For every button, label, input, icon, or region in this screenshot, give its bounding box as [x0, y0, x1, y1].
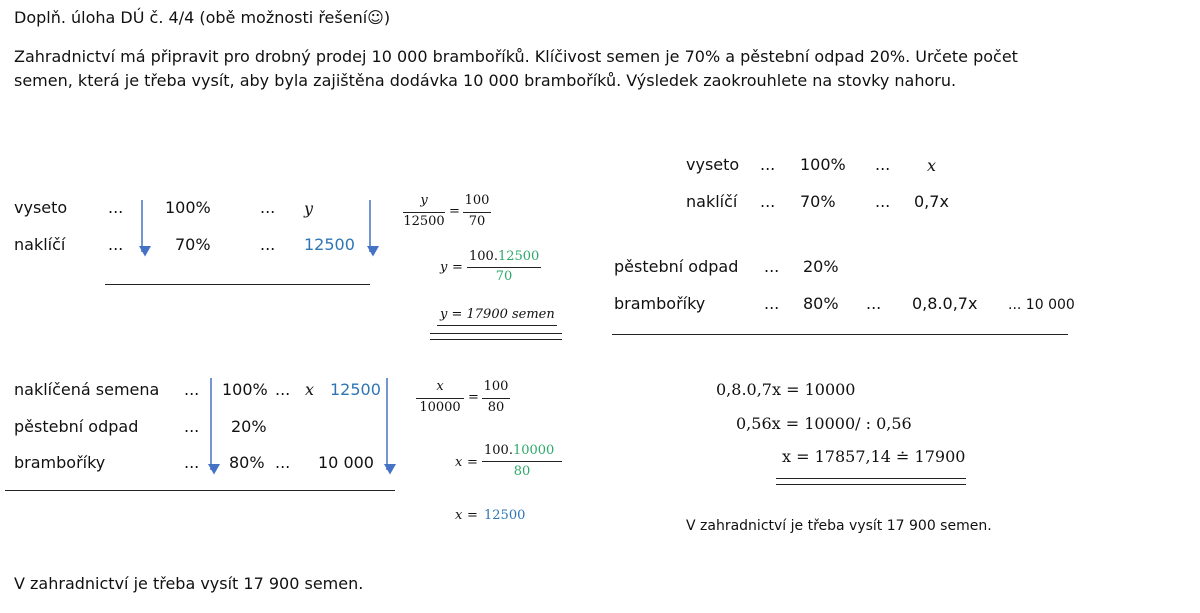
answer: V zahradnictví je třeba vysít 17 900 sem… — [686, 518, 992, 534]
rule — [105, 284, 370, 285]
fraction-den: 12500 — [403, 214, 445, 229]
fraction-num: 100 — [464, 193, 490, 208]
sign: = — [452, 260, 463, 275]
fraction-num: x — [436, 379, 444, 394]
row-label: vyseto — [686, 155, 740, 174]
fraction-bar — [463, 212, 491, 213]
dots: ... — [875, 192, 891, 211]
row-label: naklíčí — [686, 192, 738, 211]
dots: ... — [764, 294, 780, 313]
dots: ... — [866, 294, 882, 313]
expression: 0,7x — [914, 192, 949, 211]
rule — [430, 333, 562, 334]
fraction-num: 100.10000 — [484, 443, 554, 459]
percent: 70% — [800, 192, 836, 211]
rule — [437, 325, 557, 326]
dots: ... — [760, 192, 776, 211]
expression: 0,8.0,7x — [912, 294, 978, 313]
num-value: 12500 — [497, 249, 540, 264]
fraction-num: y — [420, 193, 428, 208]
assignment-line: semen, která je třeba vysít, aby byla za… — [14, 71, 957, 90]
dots: ... — [875, 155, 891, 174]
value: 12500 — [484, 508, 526, 523]
dots: ... — [760, 155, 776, 174]
sign: = — [467, 508, 478, 523]
variable: x — [305, 380, 315, 399]
fraction-bar — [482, 398, 510, 399]
assignment-line: Zahradnictví má připravit pro drobný pro… — [14, 47, 1018, 66]
row-label: bramboříky — [614, 294, 706, 313]
rule — [612, 334, 1068, 335]
row-label: naklíčená semena — [14, 380, 160, 399]
sign: = — [449, 204, 460, 219]
fraction-den: 80 — [513, 464, 531, 479]
percent: 20% — [231, 417, 267, 436]
equation: 0,56x = 10000/ : 0,56 — [736, 414, 912, 433]
rule — [776, 484, 966, 485]
dots: ... — [184, 417, 200, 436]
equation: x = 17857,14 ≐ 17900 — [782, 447, 966, 466]
rule — [430, 339, 562, 340]
fraction-num: 100 — [483, 379, 509, 394]
percent: 100% — [800, 155, 846, 174]
dots: ... — [108, 198, 124, 217]
dots: ... — [108, 235, 124, 254]
fraction-num: 100.12500 — [469, 249, 539, 265]
title: Doplň. úloha DÚ č. 4/4 (obě možnosti řeš… — [14, 8, 391, 27]
dots: ... — [764, 257, 780, 276]
answer: V zahradnictví je třeba vysít 17 900 sem… — [14, 574, 364, 593]
row-label: pěstební odpad — [614, 257, 739, 276]
rule — [5, 490, 395, 491]
arrows — [139, 200, 396, 475]
fraction-den: 70 — [468, 214, 486, 229]
fraction-bar — [467, 267, 541, 268]
percent: 20% — [803, 257, 839, 276]
row-label: vyseto — [14, 198, 68, 217]
variable: y — [304, 199, 314, 218]
percent: 100% — [165, 198, 211, 217]
fraction-den: 70 — [495, 269, 513, 284]
rule — [776, 478, 966, 479]
equation: 0,8.0,7x = 10000 — [716, 380, 856, 399]
value: 12500 — [304, 235, 355, 254]
result: y = 17900 semen — [440, 307, 555, 322]
sign: = — [468, 390, 479, 405]
row-label: naklíčí — [14, 235, 66, 254]
dots: ... — [275, 453, 291, 472]
num: 100. — [484, 443, 513, 458]
fraction-bar — [403, 212, 445, 213]
fraction-den: 10000 — [419, 400, 461, 415]
dots: ... — [184, 380, 200, 399]
value: ... 10 000 — [1008, 297, 1075, 313]
value: 12500 — [330, 380, 381, 399]
fraction-bar — [416, 398, 464, 399]
value: 10 000 — [318, 453, 374, 472]
dots: ... — [275, 380, 291, 399]
variable: x — [927, 156, 937, 175]
percent: 80% — [229, 453, 265, 472]
fraction-den: 80 — [487, 400, 505, 415]
dots: ... — [260, 198, 276, 217]
fraction-bar — [482, 461, 562, 462]
dots: ... — [184, 453, 200, 472]
variable: x — [455, 508, 463, 523]
row-label: pěstební odpad — [14, 417, 139, 436]
variable: x — [455, 455, 463, 470]
variable: y — [440, 260, 448, 275]
dots: ... — [260, 235, 276, 254]
num-value: 10000 — [512, 443, 555, 458]
percent: 80% — [803, 294, 839, 313]
percent: 70% — [175, 235, 211, 254]
num: 100. — [469, 249, 498, 264]
sign: = — [467, 455, 478, 470]
row-label: bramboříky — [14, 453, 106, 472]
percent: 100% — [222, 380, 268, 399]
